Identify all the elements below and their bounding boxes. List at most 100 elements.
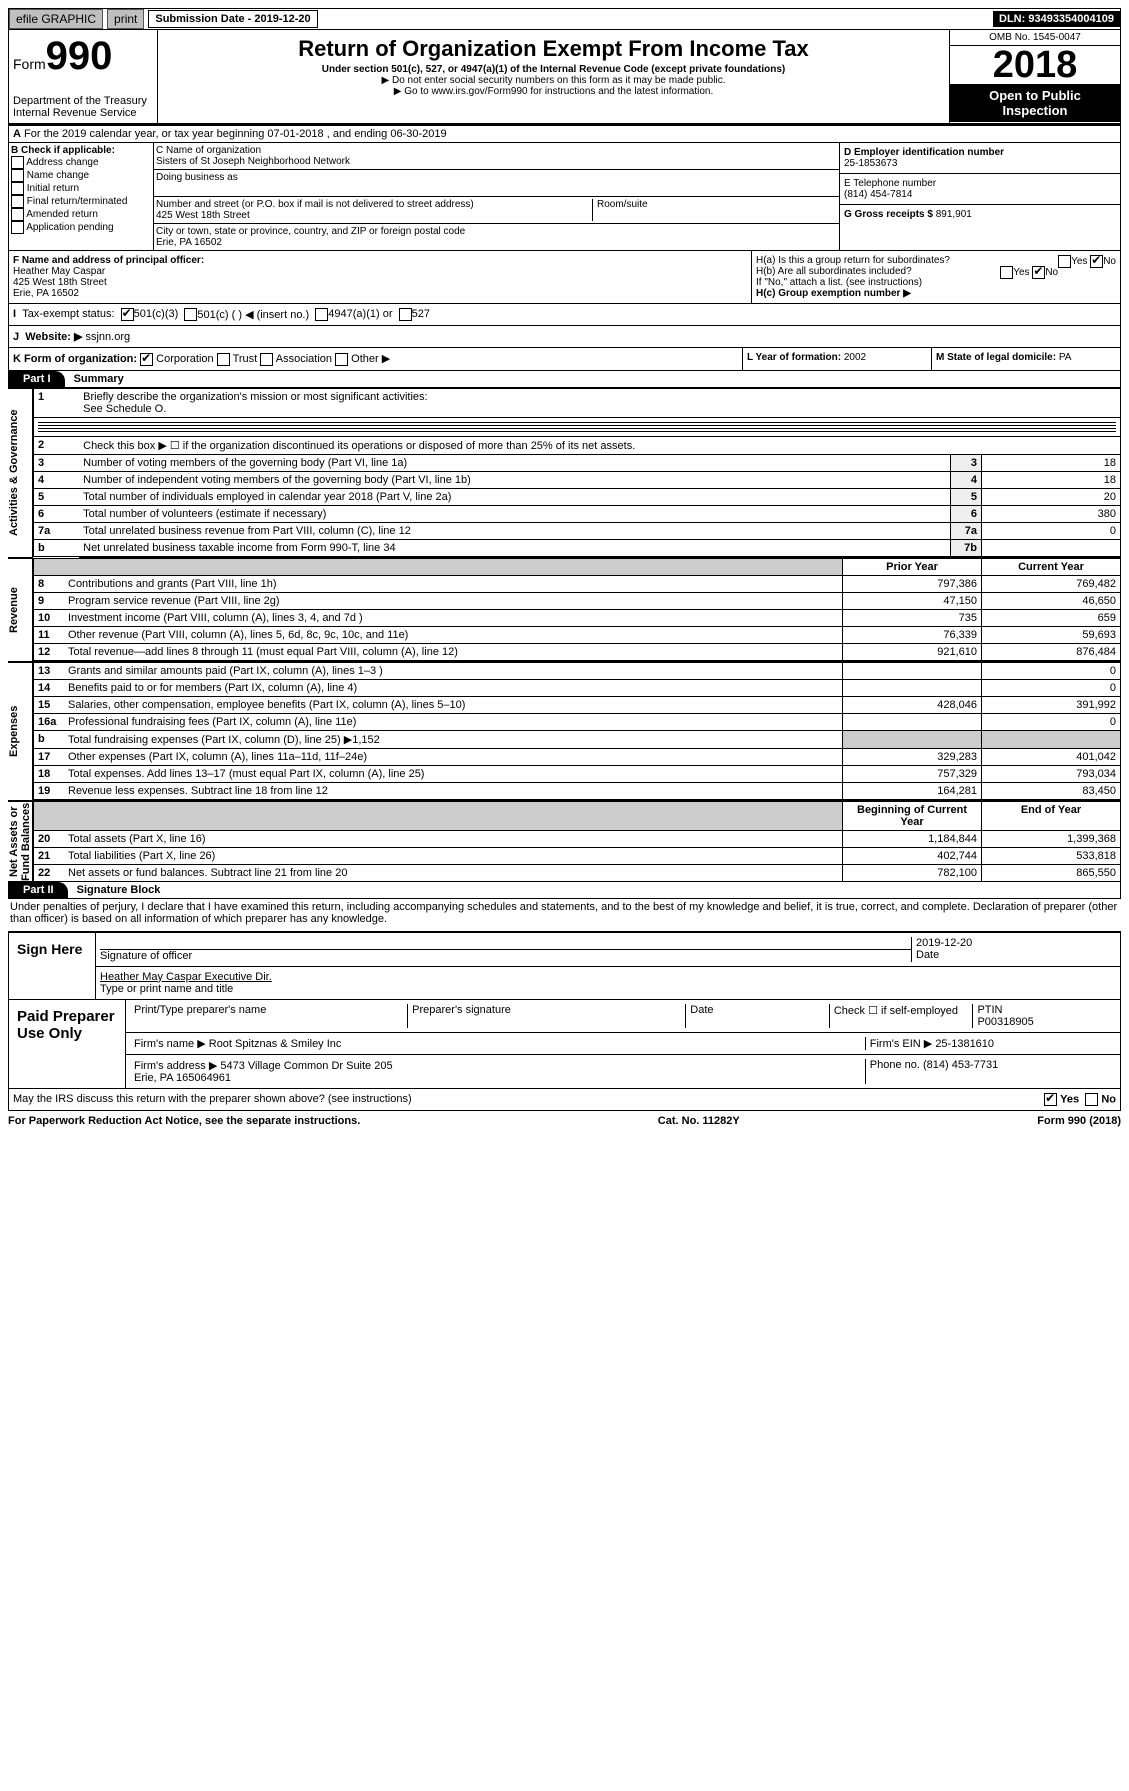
cb-final-return[interactable]: Final return/terminated — [11, 195, 151, 208]
city-label: City or town, state or province, country… — [156, 226, 465, 237]
website-label: Website: ▶ — [25, 331, 82, 343]
cb-trust[interactable] — [217, 353, 230, 366]
cb-other[interactable] — [335, 353, 348, 366]
cb-501c3[interactable] — [121, 308, 134, 321]
h-b-note: If "No," attach a list. (see instruction… — [756, 277, 1116, 288]
cb-address-change[interactable]: Address change — [11, 156, 151, 169]
self-employed-check[interactable]: Check ☐ if self-employed — [830, 1004, 974, 1028]
sign-date: 2019-12-20 — [916, 937, 972, 949]
row-5: 5Total number of individuals employed in… — [34, 488, 1121, 505]
cb-application-pending[interactable]: Application pending — [11, 221, 151, 234]
form-number: 990 — [46, 34, 113, 78]
website-url[interactable]: ssjnn.org — [85, 331, 130, 343]
col-beginning: Beginning of Current Year — [843, 801, 982, 830]
line-a: A For the 2019 calendar year, or tax yea… — [8, 125, 1121, 143]
ptin-label: PTIN — [977, 1004, 1002, 1016]
firm-addr-label: Firm's address ▶ — [134, 1060, 217, 1072]
row-16a: 16aProfessional fundraising fees (Part I… — [34, 713, 1121, 730]
firm-name-label: Firm's name ▶ — [134, 1038, 206, 1050]
col-c: C Name of organizationSisters of St Jose… — [154, 143, 839, 250]
row-11: 11Other revenue (Part VIII, column (A), … — [34, 626, 1121, 643]
line-1: Briefly describe the organization's miss… — [79, 388, 1120, 417]
cb-discuss-yes[interactable] — [1044, 1093, 1057, 1106]
preparer-date-label: Date — [686, 1004, 830, 1028]
row-8: 8Contributions and grants (Part VIII, li… — [34, 575, 1121, 592]
row-16b: bTotal fundraising expenses (Part IX, co… — [34, 730, 1121, 748]
row-12: 12Total revenue—add lines 8 through 11 (… — [34, 643, 1121, 661]
cb-corporation[interactable] — [140, 353, 153, 366]
col-prior-year: Prior Year — [843, 558, 982, 575]
row-15: 15Salaries, other compensation, employee… — [34, 696, 1121, 713]
cb-association[interactable] — [260, 353, 273, 366]
form-label: Form — [13, 56, 46, 72]
top-bar: efile GRAPHIC print Submission Date - 20… — [8, 8, 1121, 30]
form-header: Form990 Department of the Treasury Inter… — [8, 30, 1121, 125]
line-2: Check this box ▶ ☐ if the organization d… — [79, 436, 1120, 454]
part-ii-label: Part II — [9, 882, 68, 898]
part-i-title: Summary — [68, 371, 130, 387]
vtab-expenses: Expenses — [8, 662, 33, 801]
cb-amended-return[interactable]: Amended return — [11, 208, 151, 221]
efile-graphic-button[interactable]: efile GRAPHIC — [9, 9, 103, 29]
discuss-question: May the IRS discuss this return with the… — [13, 1093, 412, 1106]
col-b: B Check if applicable: Address change Na… — [9, 143, 154, 250]
part-i-label: Part I — [9, 371, 65, 387]
line-klm: K Form of organization: Corporation Trus… — [8, 348, 1121, 371]
signature-label: Signature of officer — [100, 950, 192, 962]
footer-left: For Paperwork Reduction Act Notice, see … — [8, 1115, 360, 1127]
b-header: B Check if applicable: — [11, 145, 115, 156]
footer-mid: Cat. No. 11282Y — [658, 1115, 740, 1127]
phone: (814) 454-7814 — [844, 189, 912, 200]
row-20: 20Total assets (Part X, line 16)1,184,84… — [34, 830, 1121, 847]
row-13: 13Grants and similar amounts paid (Part … — [34, 662, 1121, 679]
officer-label: F Name and address of principal officer: — [13, 255, 204, 266]
officer-address: 425 West 18th Street Erie, PA 16502 — [13, 277, 107, 299]
cb-527[interactable] — [399, 308, 412, 321]
officer-name-title: Heather May Caspar Executive Dir. — [100, 971, 272, 983]
cb-501c[interactable] — [184, 308, 197, 321]
ptin: P00318905 — [977, 1016, 1033, 1028]
addr-label: Number and street (or P.O. box if mail i… — [156, 199, 474, 210]
submission-date: Submission Date - 2019-12-20 — [148, 10, 317, 28]
col-d: D Employer identification number25-18536… — [839, 143, 1120, 250]
subtitle-1: Under section 501(c), 527, or 4947(a)(1)… — [162, 64, 945, 75]
firm-phone: (814) 453-7731 — [923, 1059, 998, 1071]
line-a-text: For the 2019 calendar year, or tax year … — [24, 128, 447, 140]
form-title: Return of Organization Exempt From Incom… — [162, 36, 945, 62]
org-name: Sisters of St Joseph Neighborhood Networ… — [156, 156, 350, 167]
firm-phone-label: Phone no. — [870, 1059, 920, 1071]
page-footer: For Paperwork Reduction Act Notice, see … — [8, 1111, 1121, 1131]
ein-label: D Employer identification number — [844, 147, 1004, 158]
entity-block: B Check if applicable: Address change Na… — [8, 143, 1121, 251]
cb-4947[interactable] — [315, 308, 328, 321]
room-label: Room/suite — [592, 199, 837, 221]
gov-section: Activities & Governance 1Briefly describ… — [8, 388, 1121, 558]
h-a: H(a) Is this a group return for subordin… — [756, 255, 1116, 266]
cb-discuss-no[interactable] — [1085, 1093, 1098, 1106]
row-7a: 7aTotal unrelated business revenue from … — [34, 522, 1121, 539]
row-10: 10Investment income (Part VIII, column (… — [34, 609, 1121, 626]
tax-year: 2018 — [950, 46, 1120, 84]
firm-name: Root Spitznas & Smiley Inc — [209, 1038, 342, 1050]
row-6: 6Total number of volunteers (estimate if… — [34, 505, 1121, 522]
gross-receipts: 891,901 — [936, 209, 972, 220]
footer-right: Form 990 (2018) — [1037, 1115, 1121, 1127]
preparer-sig-label: Preparer's signature — [408, 1004, 686, 1028]
paid-preparer-label: Paid Preparer Use Only — [9, 1000, 125, 1088]
dln: DLN: 93493354004109 — [993, 11, 1120, 27]
department: Department of the Treasury Internal Reve… — [13, 95, 153, 119]
print-button[interactable]: print — [107, 9, 144, 29]
subtitle-3: ▶ Go to www.irs.gov/Form990 for instruct… — [162, 86, 945, 97]
cb-initial-return[interactable]: Initial return — [11, 182, 151, 195]
cb-name-change[interactable]: Name change — [11, 169, 151, 182]
form-org-label: K Form of organization: — [13, 353, 137, 365]
firm-ein-label: Firm's EIN ▶ — [870, 1038, 933, 1050]
expenses-section: Expenses 13Grants and similar amounts pa… — [8, 662, 1121, 801]
part-i-header: Part I Summary — [8, 371, 1121, 388]
gross-receipts-label: G Gross receipts $ — [844, 209, 933, 220]
row-4: 4Number of independent voting members of… — [34, 471, 1121, 488]
sign-here-label: Sign Here — [9, 933, 95, 999]
row-3: 3Number of voting members of the governi… — [34, 454, 1121, 471]
officer-name: Heather May Caspar — [13, 266, 105, 277]
row-9: 9Program service revenue (Part VIII, lin… — [34, 592, 1121, 609]
